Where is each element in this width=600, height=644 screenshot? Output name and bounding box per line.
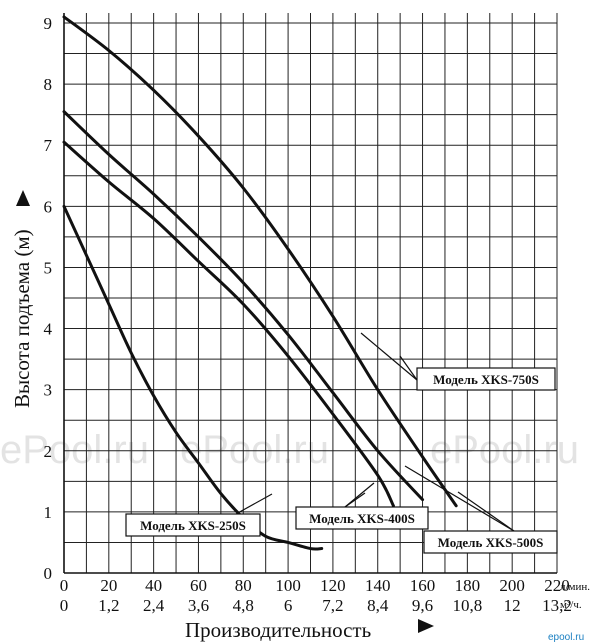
y-tick-label: 3 [44,381,53,400]
x-tick-label-m3h: 1,2 [98,596,119,615]
x-tick-label-lmin: 220 [544,576,570,595]
watermark: ePool.ru [0,428,149,472]
legend-box-xks-750s [416,367,556,391]
x-tick-label-lmin: 140 [365,576,391,595]
series-line-xks-400s [62,140,395,508]
legend-box-xks-500s [423,530,558,554]
legend-label-xks-400s: Модель XKS-400S [309,511,415,526]
y-tick-label: 5 [44,258,53,277]
series-line-xks-500s [62,110,425,502]
x-tick-label-m3h: 2,4 [143,596,165,615]
y-tick-label: 6 [44,197,53,216]
watermark: ePool.ru [430,428,579,472]
x-tick-label-lmin: 40 [145,576,162,595]
legend-label-xks-250s: Модель XKS-250S [140,518,246,533]
y-axis-label: Высота подъема (м) [10,229,34,408]
x-tick-label-lmin: 80 [235,576,252,595]
x-tick-label-lmin: 0 [60,576,69,595]
legend-leader-line [399,355,418,381]
x-unit-lmin: л/мин. [560,581,590,593]
y-axis-arrow-icon [16,190,30,206]
y-tick-label: 8 [44,75,53,94]
legend-label-xks-500s: Модель XKS-500S [438,535,544,550]
brand-logo: epool.ru [548,632,584,643]
x-axis-label: Производительность [185,618,371,642]
x-tick-label-lmin: 180 [455,576,481,595]
legend-leader-line [360,332,418,381]
legend-label-xks-750s: Модель XKS-750S [433,372,539,387]
y-tick-label: 7 [44,136,53,155]
x-tick-label-m3h: 6 [284,596,293,615]
x-tick-label-m3h: 4,8 [233,596,254,615]
legend-box-xks-250s [125,513,261,537]
y-tick-label: 0 [44,564,53,583]
x-tick-label-m3h: 13,2 [542,596,572,615]
y-tick-label: 1 [44,503,53,522]
x-tick-label-lmin: 100 [275,576,301,595]
x-tick-label-m3h: 9,6 [412,596,433,615]
x-tick-label-m3h: 7,2 [322,596,343,615]
x-tick-label-m3h: 8,4 [367,596,389,615]
x-tick-label-lmin: 160 [410,576,436,595]
legend-box-xks-400s [295,506,429,530]
y-tick-label: 4 [44,320,53,339]
y-tick-label: 2 [44,442,53,461]
legend-leader-line [344,482,375,508]
x-tick-label-lmin: 200 [499,576,525,595]
x-tick-label-m3h: 0 [60,596,69,615]
watermark: ePool.ru [180,428,329,472]
legend-leader-line [457,491,515,532]
x-tick-label-lmin: 120 [320,576,346,595]
legend-leader-line [404,465,515,532]
x-tick-label-lmin: 60 [190,576,207,595]
x-unit-m3h: м³/ч. [560,599,582,611]
x-tick-label-lmin: 20 [100,576,117,595]
x-tick-label-m3h: 12 [504,596,521,615]
x-axis-arrow-icon [418,619,434,633]
y-tick-label: 9 [44,14,53,33]
x-tick-label-m3h: 10,8 [452,596,482,615]
x-tick-label-m3h: 3,6 [188,596,209,615]
series-line-xks-750s [62,15,458,508]
legend-leader-line [235,493,273,515]
series-line-xks-250s [62,204,324,551]
